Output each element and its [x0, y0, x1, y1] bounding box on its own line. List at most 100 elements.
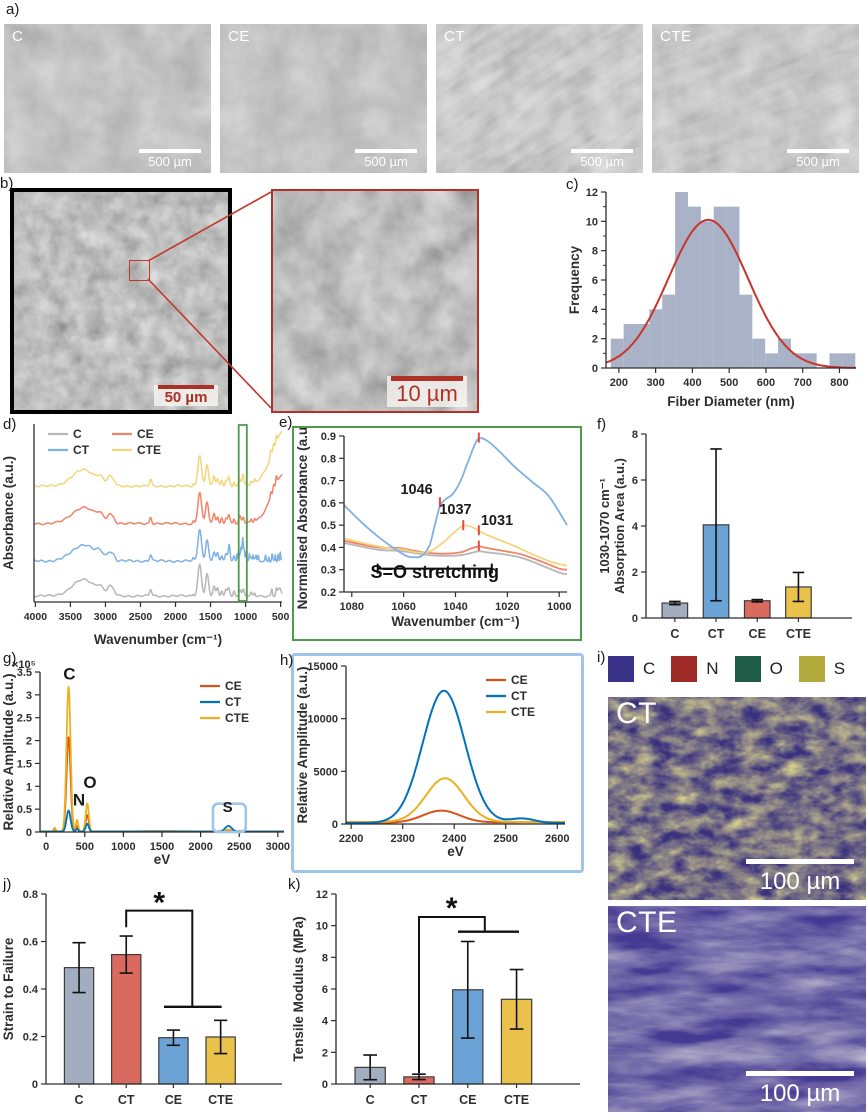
sem-image-overview: 50 µm	[10, 188, 232, 414]
y-tick-label: 1	[26, 781, 32, 793]
y-axis-label: Relative Amplitude (a.u.)	[295, 666, 310, 823]
panel-label-a: a)	[6, 1, 20, 18]
legend-item: S	[798, 656, 845, 682]
y-tick-label: 0.9	[321, 431, 336, 443]
scalebar: 500 µm	[139, 149, 201, 169]
x-tick-label: 500	[272, 611, 290, 623]
annotation-text: C	[63, 664, 75, 683]
x-tick-label: 1500	[150, 841, 174, 853]
scalebar: 500 µm	[787, 149, 849, 169]
significance-bracket	[125, 909, 194, 1007]
y-tick-label: 0.4	[23, 984, 39, 996]
y-axis-label: Absorbance (a.u.)	[1, 456, 16, 570]
category-label: C	[75, 1093, 84, 1107]
x-tick-label: 2500	[129, 611, 153, 623]
legend-item: O	[734, 656, 783, 682]
annotation-text: 1037	[439, 502, 471, 518]
sem-texture	[436, 24, 643, 173]
x-tick-label: 2300	[390, 833, 414, 845]
scalebar-line	[746, 1071, 854, 1076]
scalebar-chip: 10 µm	[387, 376, 467, 407]
sem-image-cte: CTE 500 µm	[652, 24, 859, 173]
y-tick-label: 0.8	[23, 889, 38, 901]
series-C	[343, 542, 568, 576]
y-tick-label: 3.5	[17, 667, 32, 679]
y-tick-label: 4	[632, 521, 639, 533]
significance-star: *	[153, 887, 165, 920]
zoom-region-rect	[129, 260, 150, 281]
category-label: CTE	[504, 1093, 529, 1107]
x-tick-label: 3500	[59, 611, 83, 623]
scalebar: 10 µm	[387, 376, 467, 407]
y-tick-label: 0	[32, 1079, 38, 1091]
hist-bar	[610, 338, 624, 368]
legend-swatch	[671, 656, 698, 682]
x-axis-label: Wavenumber (cm⁻¹)	[94, 632, 222, 647]
series-CT	[33, 528, 283, 563]
y-tick-label: 3	[26, 690, 32, 702]
y-tick-label: 0.2	[321, 587, 336, 599]
series-C	[33, 563, 283, 598]
category-label: CE	[749, 627, 766, 641]
x-tick-label: 4000	[24, 611, 48, 623]
x-tick-label: 500	[76, 841, 94, 853]
scalebar-label: 500 µm	[148, 154, 192, 169]
series-CTE	[343, 524, 568, 567]
legend-label: CE	[511, 673, 528, 687]
y-tick-label: 0.5	[17, 804, 32, 816]
series-CT	[343, 437, 568, 559]
panel-label-i: i)	[597, 649, 606, 666]
y-tick-label: 6	[592, 275, 598, 287]
panel-label-c: c)	[566, 176, 579, 193]
scalebar: 500 µm	[355, 149, 417, 169]
hist-bar	[662, 294, 676, 368]
x-axis-label: Fiber Diameter (nm)	[667, 394, 795, 409]
sem-image-c: C 500 µm	[4, 24, 211, 173]
panel-label-e: e)	[279, 414, 293, 431]
significance-star: *	[446, 892, 458, 925]
y-tick-label: 2	[632, 567, 638, 579]
sem-label: C	[12, 28, 24, 45]
x-tick-label: 400	[683, 377, 701, 389]
sem-image-ct: CT 500 µm	[436, 24, 643, 173]
sem-texture	[652, 24, 859, 173]
hist-bar	[739, 294, 753, 368]
annotation-text: 1031	[481, 513, 513, 529]
category-label: CTE	[208, 1093, 233, 1107]
eds-map-texture	[608, 906, 866, 1112]
scalebar: 500 µm	[571, 149, 633, 169]
y-tick-label: 2	[592, 334, 598, 346]
scalebar-line	[355, 149, 417, 153]
hist-bar	[752, 338, 766, 368]
y-axis-label: Relative Amplitude (a.u.)	[1, 673, 16, 830]
y-tick-label: 2.5	[17, 713, 32, 725]
legend-label: N	[706, 659, 719, 678]
y-tick-label: 4	[592, 304, 599, 316]
series-CTE	[39, 686, 285, 833]
y-tick-label: 0.5	[321, 520, 336, 532]
scalebar-line	[391, 376, 463, 381]
legend-label: CTE	[511, 705, 535, 719]
legend-label: CTE	[225, 711, 249, 725]
legend-swatch	[798, 656, 825, 682]
sem-texture	[14, 192, 228, 410]
significance-bracket	[418, 916, 486, 1074]
chart-ftir-zoom: 1080 1060 1040 1020 1000 0.2 0.3 0.4 0.5 0.6 0.7 0.…	[295, 419, 571, 629]
bar-CT	[111, 953, 142, 1085]
category-label: CTE	[786, 627, 811, 641]
series-CTE	[33, 430, 283, 488]
gaussian-fit-curve	[605, 218, 857, 369]
y-tick-label: 0	[632, 613, 638, 625]
y-axis-label: Normalised Absorbance (a.u.)	[295, 428, 310, 609]
y-tick-label: 0.3	[321, 565, 336, 577]
legend-item: C	[608, 656, 655, 682]
x-tick-label: 1500	[199, 611, 223, 623]
x-tick-label: 700	[794, 377, 812, 389]
chart-strain-bars: * C CT CE CTE 0 0.2 0.4 0.6 0.8 Strain to Failure	[0, 880, 292, 1120]
x-tick-label: 0	[43, 841, 49, 853]
y-tick-label: 12	[316, 889, 328, 901]
y-tick-label: 0	[322, 1079, 328, 1091]
x-tick-label: 2400	[442, 833, 466, 845]
annotation-text: 1046	[400, 482, 432, 498]
